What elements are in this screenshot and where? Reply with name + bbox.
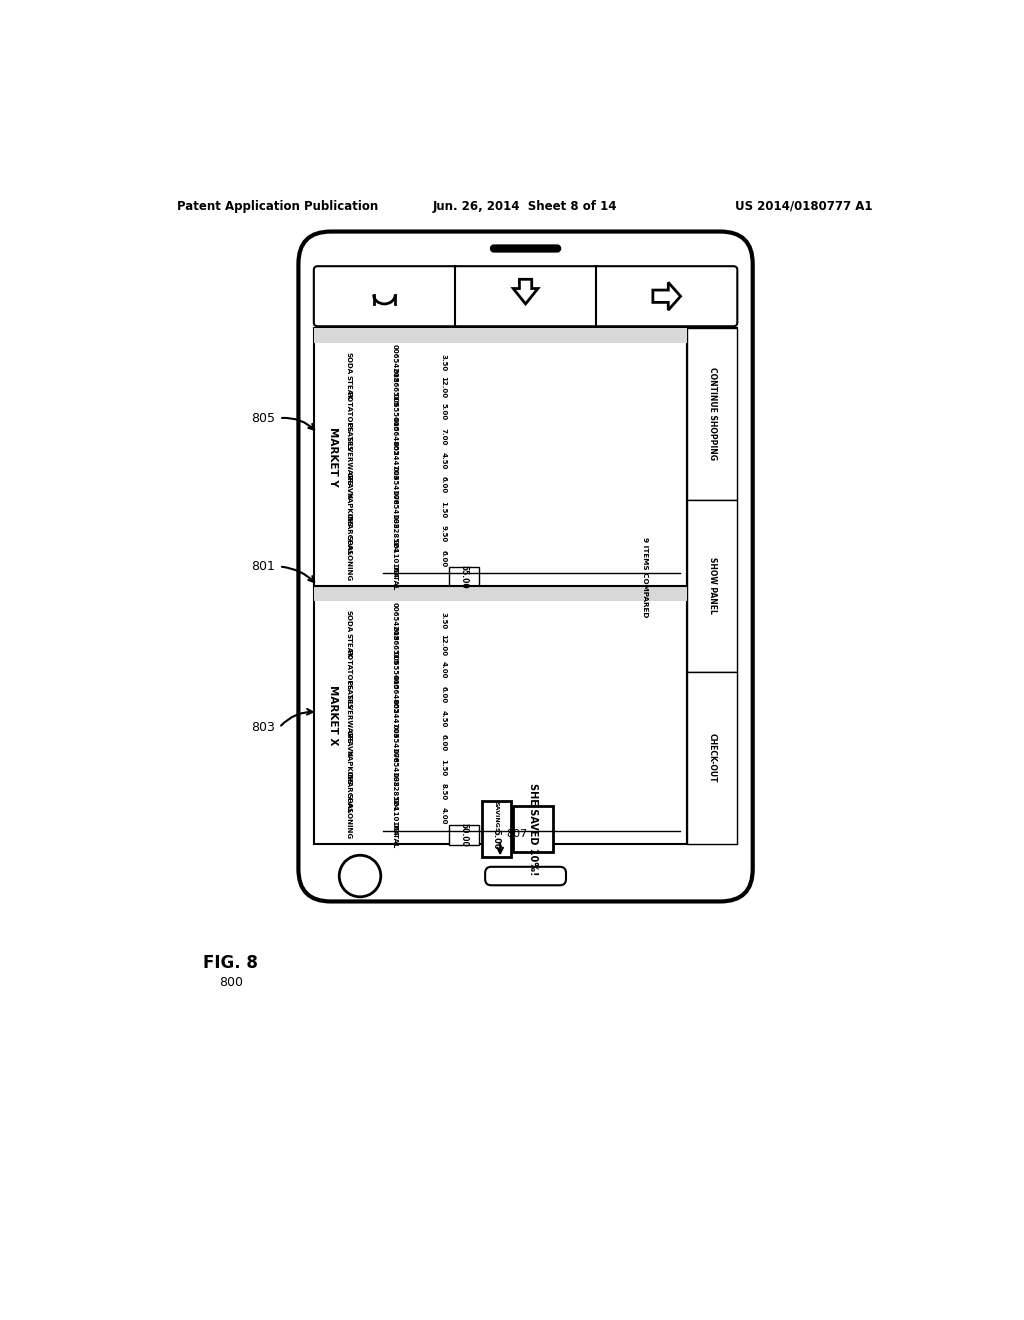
Text: 00566515: 00566515 [391, 626, 397, 664]
Text: SAVINGS: SAVINGS [494, 801, 499, 833]
Text: SODA: SODA [345, 352, 351, 374]
Text: 8.50: 8.50 [440, 783, 446, 800]
Text: 50.00: 50.00 [460, 824, 468, 847]
Bar [313, 586, 687, 601]
Text: 00564852: 00564852 [391, 417, 397, 455]
Text: 00655610: 00655610 [391, 651, 397, 689]
Text: 1.50: 1.50 [440, 759, 446, 776]
Text: 00328524: 00328524 [391, 515, 397, 553]
Text: 5.00: 5.00 [440, 403, 446, 421]
Bar [513, 807, 553, 853]
Text: SHE SAVED 10%!: SHE SAVED 10%! [528, 783, 539, 875]
Text: GRAVY: GRAVY [345, 730, 351, 756]
Text: SEASONING: SEASONING [345, 793, 351, 840]
Bar [481, 801, 511, 857]
FancyBboxPatch shape [313, 267, 737, 326]
Text: 800: 800 [219, 975, 243, 989]
Text: 4.00: 4.00 [440, 661, 446, 678]
Text: 00110164: 00110164 [391, 539, 397, 578]
Text: 55.00: 55.00 [460, 565, 468, 589]
Bar [687, 327, 737, 843]
Text: 807: 807 [506, 829, 527, 838]
Text: SILVERWARE: SILVERWARE [345, 694, 351, 743]
Polygon shape [653, 282, 681, 310]
Text: TOTAL: TOTAL [391, 565, 397, 590]
Bar [687, 672, 737, 843]
Bar [450, 568, 478, 587]
Text: SILVERWARE: SILVERWARE [345, 436, 351, 486]
Bar [687, 327, 737, 500]
Text: CONTINUE SHOPPING: CONTINUE SHOPPING [708, 367, 717, 461]
Text: Jun. 26, 2014  Sheet 8 of 14: Jun. 26, 2014 Sheet 8 of 14 [432, 199, 617, 213]
Text: STEAK: STEAK [345, 375, 351, 400]
Bar [313, 327, 687, 343]
Text: NAPKINS: NAPKINS [345, 750, 351, 785]
Bar [313, 327, 687, 843]
Text: 00328524: 00328524 [391, 772, 397, 810]
Polygon shape [513, 280, 538, 304]
Text: 6.00: 6.00 [440, 477, 446, 494]
Text: 6.00: 6.00 [440, 549, 446, 566]
Text: SEASONING: SEASONING [345, 535, 351, 581]
Text: 00110164: 00110164 [391, 796, 397, 836]
Text: STEAK: STEAK [345, 632, 351, 659]
Text: PLATES: PLATES [345, 421, 351, 451]
Text: 00654218: 00654218 [391, 343, 397, 383]
Text: CHARCOAL: CHARCOAL [345, 771, 351, 813]
Text: GRAVY: GRAVY [345, 471, 351, 498]
Text: 00544703: 00544703 [391, 700, 397, 738]
FancyBboxPatch shape [298, 231, 753, 902]
Text: 00655610: 00655610 [391, 392, 397, 432]
Text: 12.00: 12.00 [440, 635, 446, 656]
Text: FIG. 8: FIG. 8 [203, 954, 258, 972]
Text: 801: 801 [252, 560, 275, 573]
Text: 4.50: 4.50 [440, 710, 446, 727]
Text: 00566515: 00566515 [391, 368, 397, 407]
Circle shape [339, 855, 381, 896]
Text: 5.00: 5.00 [492, 829, 501, 849]
Text: 803: 803 [252, 721, 275, 734]
Text: 00564852: 00564852 [391, 675, 397, 714]
Text: CHECK-OUT: CHECK-OUT [708, 733, 717, 783]
Text: 00654218: 00654218 [391, 602, 397, 640]
Text: US 2014/0180777 A1: US 2014/0180777 A1 [735, 199, 872, 213]
Text: NAPKINS: NAPKINS [345, 492, 351, 527]
Text: 00654138: 00654138 [391, 748, 397, 787]
Text: 7.00: 7.00 [440, 428, 446, 445]
Bar [450, 825, 478, 845]
Text: 00654178: 00654178 [391, 723, 397, 763]
Text: PLATES: PLATES [345, 680, 351, 709]
Text: 6.00: 6.00 [440, 734, 446, 751]
Text: 1.50: 1.50 [440, 500, 446, 517]
Text: SHOW PANEL: SHOW PANEL [708, 557, 717, 614]
Text: 12.00: 12.00 [440, 376, 446, 399]
Text: POTATOES: POTATOES [345, 649, 351, 690]
Text: 4.50: 4.50 [440, 451, 446, 470]
Text: 805: 805 [251, 412, 275, 425]
Text: 9 ITEMS COMPARED: 9 ITEMS COMPARED [642, 537, 648, 618]
Text: 00654178: 00654178 [391, 466, 397, 504]
Text: Patent Application Publication: Patent Application Publication [177, 199, 378, 213]
Text: 4.00: 4.00 [440, 808, 446, 825]
Text: SODA: SODA [345, 610, 351, 632]
Text: POTATOES: POTATOES [345, 391, 351, 433]
Text: 3.50: 3.50 [440, 355, 446, 372]
Text: 9.50: 9.50 [440, 525, 446, 543]
Text: 00544703: 00544703 [391, 441, 397, 480]
Text: CHARCOAL: CHARCOAL [345, 512, 351, 554]
Text: MARKET X: MARKET X [328, 685, 338, 744]
Text: 3.50: 3.50 [440, 612, 446, 630]
FancyBboxPatch shape [485, 867, 566, 886]
Bar [687, 500, 737, 672]
Text: TOTAL: TOTAL [391, 822, 397, 847]
FancyBboxPatch shape [490, 246, 560, 252]
Text: MARKET Y: MARKET Y [328, 426, 338, 487]
Text: 00654138: 00654138 [391, 490, 397, 529]
Text: 6.00: 6.00 [440, 685, 446, 702]
